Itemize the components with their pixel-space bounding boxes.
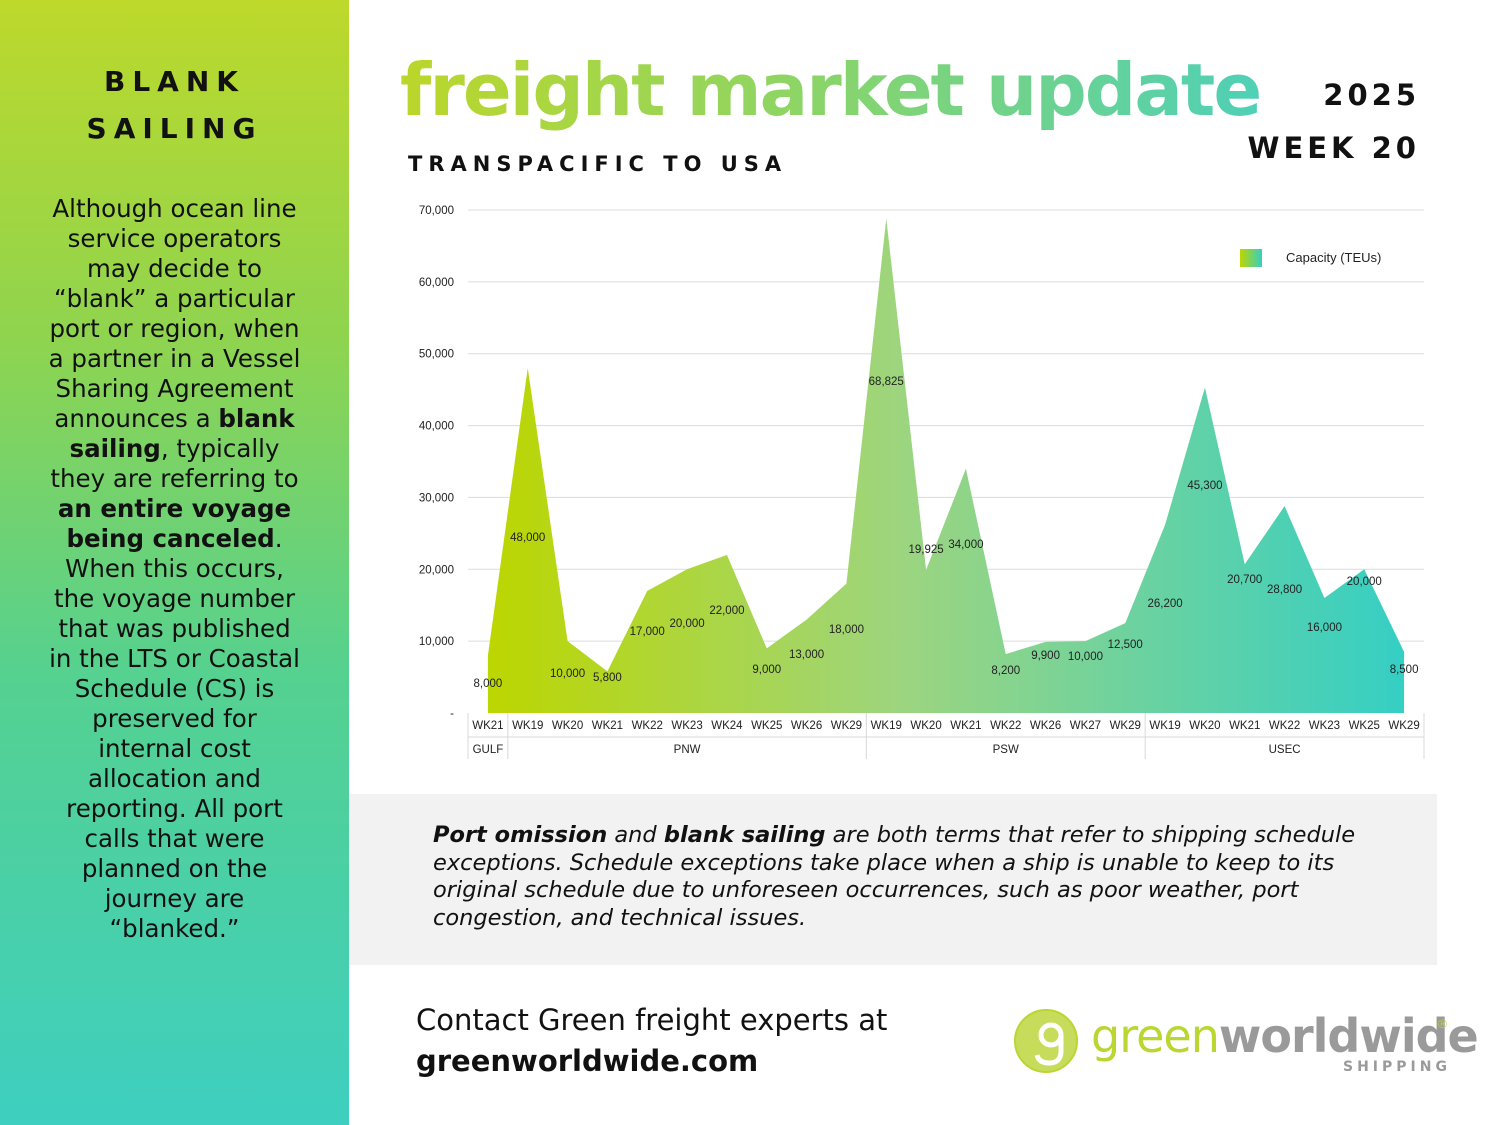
data-label: 22,000 — [709, 605, 744, 617]
y-tick-label: 30,000 — [419, 492, 454, 504]
data-label: 34,000 — [948, 539, 983, 551]
y-tick-label: 50,000 — [419, 349, 454, 361]
capacity-chart-svg: 8,000 48,000 10,000 5,800 17,000 20,000 22,000… — [419, 205, 1425, 759]
x-tick-label: WK21 — [472, 720, 503, 732]
sidebar: BLANK SAILING Although ocean line servic… — [0, 0, 349, 1125]
x-tick-label: WK19 — [871, 720, 902, 732]
x-tick-label: WK29 — [831, 720, 862, 732]
note-text: Port omission and blank sailing are both… — [433, 822, 1377, 932]
data-label: 20,000 — [669, 618, 704, 630]
data-label: 9,900 — [1031, 650, 1060, 662]
data-label: 19,925 — [908, 544, 943, 556]
data-label: 5,800 — [593, 672, 622, 684]
note-box: Port omission and blank sailing are both… — [349, 794, 1437, 965]
x-tick-label: WK19 — [1149, 720, 1180, 732]
data-label: 12,500 — [1108, 639, 1143, 651]
capacity-area — [487, 218, 1405, 713]
x-tick-label: WK24 — [711, 720, 743, 732]
group-label: PSW — [993, 744, 1019, 756]
logo-word-worldwide: worldwide — [1218, 1009, 1479, 1063]
sidebar-text-1: Although ocean line service operators ma… — [48, 194, 301, 433]
y-tick-label: - — [450, 708, 454, 720]
y-tick-label: 60,000 — [419, 277, 454, 289]
x-tick-label: WK20 — [910, 720, 941, 732]
group-label: USEC — [1269, 744, 1301, 756]
group-label: PNW — [674, 744, 701, 756]
note-bold-2: blank sailing — [663, 822, 826, 848]
legend-swatch — [1240, 249, 1262, 267]
x-tick-label: WK20 — [552, 720, 583, 732]
data-label: 10,000 — [1068, 651, 1103, 663]
x-tick-label: WK29 — [1388, 720, 1419, 732]
logo-subtitle: SHIPPING — [1343, 1059, 1451, 1075]
page-title: freight market update — [400, 48, 1262, 132]
logo-globe-icon — [1014, 1009, 1078, 1073]
data-label: 9,000 — [752, 664, 781, 676]
report-year: 2025 — [1323, 78, 1420, 112]
data-label: 8,500 — [1390, 664, 1419, 676]
page-subtitle: TRANSPACIFIC TO USA — [408, 152, 788, 176]
data-label: 10,000 — [550, 668, 585, 680]
sidebar-bold-2: an entire voyage being canceled — [57, 494, 292, 553]
data-label: 8,200 — [991, 665, 1020, 677]
data-label: 20,000 — [1347, 576, 1382, 588]
sidebar-text-2: , typically they are referring to — [50, 434, 299, 493]
report-week: WEEK 20 — [1247, 131, 1420, 165]
x-tick-label: WK21 — [592, 720, 623, 732]
data-label: 68,825 — [869, 376, 904, 388]
sidebar-text-3: . When this occurs, the voyage number th… — [49, 524, 300, 943]
x-tick-label: WK21 — [950, 720, 981, 732]
x-tick-label: WK22 — [990, 720, 1021, 732]
data-label: 18,000 — [829, 624, 864, 636]
contact-url-link[interactable]: greenworldwide.com — [416, 1044, 759, 1078]
x-tick-label: WK25 — [1349, 720, 1380, 732]
x-tick-label: WK23 — [1309, 720, 1340, 732]
data-label: 45,300 — [1187, 480, 1222, 492]
sidebar-title: BLANK SAILING — [44, 58, 305, 152]
y-tick-label: 40,000 — [419, 421, 454, 433]
sidebar-body: Although ocean line service operators ma… — [44, 194, 305, 944]
y-tick-label: 70,000 — [419, 205, 454, 217]
sidebar-bold-1: blank sailing — [69, 404, 295, 463]
x-tick-label: WK21 — [1229, 720, 1260, 732]
sidebar-title-line2: SAILING — [86, 112, 263, 145]
data-label: 8,000 — [474, 678, 503, 690]
x-tick-label: WK22 — [1269, 720, 1300, 732]
group-label: GULF — [473, 744, 504, 756]
data-label: 48,000 — [510, 532, 545, 544]
data-label: 20,700 — [1227, 574, 1262, 586]
data-label: 17,000 — [630, 626, 665, 638]
data-label: 28,800 — [1267, 584, 1302, 596]
contact-line: Contact Green freight experts at — [416, 1003, 888, 1037]
x-tick-label: WK26 — [1030, 720, 1061, 732]
legend-label: Capacity (TEUs) — [1286, 250, 1381, 265]
logo-wordmark: greenworldwide — [1091, 1009, 1479, 1063]
x-tick-label: WK22 — [632, 720, 663, 732]
note-bold-1: Port omission — [433, 822, 608, 848]
note-text-1: and — [607, 822, 664, 848]
sidebar-title-line1: BLANK — [104, 65, 245, 98]
x-tick-label: WK25 — [751, 720, 782, 732]
data-label: 16,000 — [1307, 622, 1342, 634]
note-text-2: are both terms that refer to shipping sc… — [433, 822, 1356, 931]
x-tick-label: WK20 — [1189, 720, 1220, 732]
x-tick-label: WK26 — [791, 720, 822, 732]
x-tick-label: WK27 — [1070, 720, 1101, 732]
data-label: 26,200 — [1147, 598, 1182, 610]
logo-word-green: green — [1091, 1009, 1220, 1063]
y-tick-label: 20,000 — [419, 564, 454, 576]
x-tick-label: WK19 — [512, 720, 543, 732]
company-logo: greenworldwide ® SHIPPING — [1013, 1003, 1479, 1083]
logo-registered-mark: ® — [1438, 1017, 1447, 1031]
contact-block: Contact Green freight experts at greenwo… — [416, 1000, 887, 1082]
x-tick-label: WK29 — [1110, 720, 1141, 732]
data-label: 13,000 — [789, 649, 824, 661]
x-tick-label: WK23 — [671, 720, 702, 732]
y-tick-label: 10,000 — [419, 636, 454, 648]
capacity-chart: 8,000 48,000 10,000 5,800 17,000 20,000 22,000… — [400, 195, 1440, 775]
